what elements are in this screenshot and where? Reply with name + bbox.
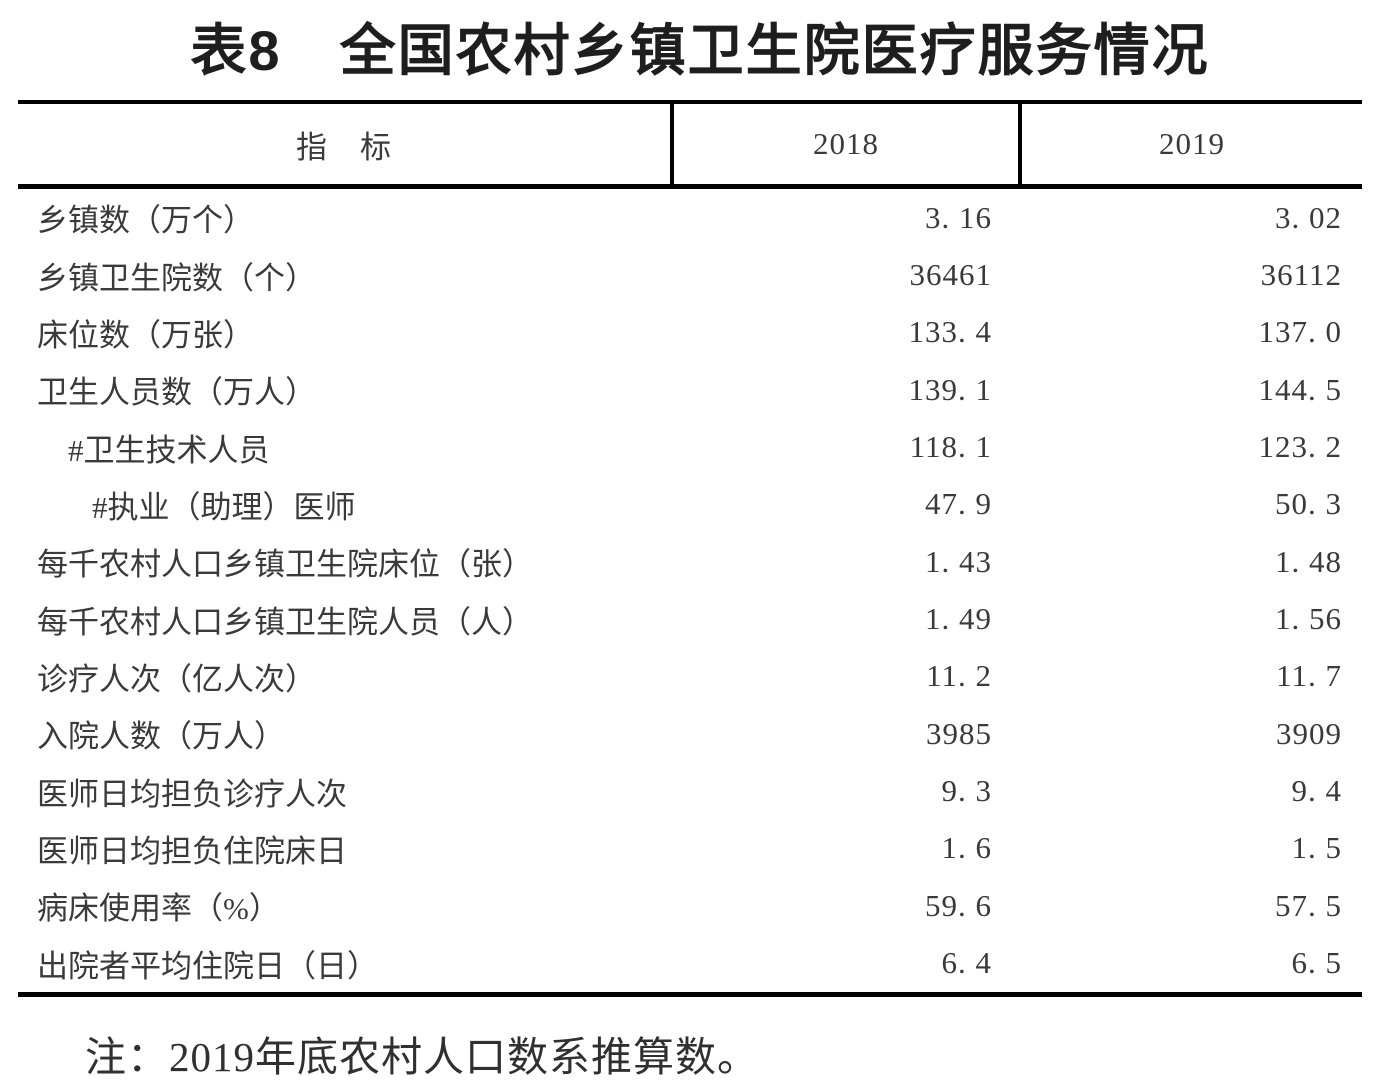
col-header-2019: 2019	[1018, 104, 1362, 184]
row-label: 乡镇卫生院数（个）	[37, 260, 316, 296]
table-row: 乡镇数（万个） 3. 16 3. 02	[18, 189, 1362, 246]
table-note: 注：2019年底农村人口数系推算数。	[85, 1033, 759, 1080]
value-2019: 3. 02	[1275, 199, 1342, 235]
row-label: 床位数（万张）	[37, 317, 254, 353]
row-label: 每千农村人口乡镇卫生院床位（张）	[37, 547, 533, 583]
table-row: 卫生人员数（万人） 139. 1 144. 5	[18, 361, 1362, 418]
table-row: 每千农村人口乡镇卫生院床位（张） 1. 43 1. 48	[18, 533, 1362, 590]
table-row: #卫生技术人员 118. 1 123. 2	[18, 418, 1362, 475]
value-2018: 6. 4	[941, 945, 992, 981]
table-row: 乡镇卫生院数（个） 36461 36112	[18, 246, 1362, 303]
row-label: 入院人数（万人）	[37, 719, 285, 755]
table-row: 每千农村人口乡镇卫生院人员（人） 1. 49 1. 56	[18, 590, 1362, 647]
value-2018: 1. 49	[925, 601, 992, 637]
value-2018: 11. 2	[926, 658, 992, 694]
value-2019: 11. 7	[1276, 658, 1342, 694]
row-label: 卫生人员数（万人）	[37, 375, 316, 411]
value-2018: 3985	[926, 715, 992, 751]
value-2019: 1. 48	[1275, 543, 1342, 579]
table-header-row: 指 标 2018 2019	[18, 100, 1362, 189]
col-header-2018: 2018	[670, 104, 1018, 184]
row-label: 出院者平均住院日（日）	[37, 948, 378, 984]
value-2019: 9. 4	[1291, 773, 1342, 809]
table-title: 表8 全国农村乡镇卫生院医疗服务情况	[190, 19, 1210, 82]
row-label: 诊疗人次（亿人次）	[37, 661, 316, 697]
value-2019: 137. 0	[1258, 314, 1342, 350]
table-row: 医师日均担负住院床日 1. 6 1. 5	[18, 820, 1362, 877]
table-row: 出院者平均住院日（日） 6. 4 6. 5	[18, 934, 1362, 991]
value-2019: 57. 5	[1275, 887, 1342, 923]
data-table: 指 标 2018 2019 乡镇数（万个） 3. 16 3. 02 乡镇卫生院数（个）…	[18, 100, 1362, 997]
value-2018: 59. 6	[925, 887, 992, 923]
value-2019: 1. 56	[1275, 601, 1342, 637]
value-2019: 50. 3	[1275, 486, 1342, 522]
table-row: 医师日均担负诊疗人次 9. 3 9. 4	[18, 762, 1362, 819]
row-label: 病床使用率（%）	[37, 891, 280, 927]
row-label: 乡镇数（万个）	[37, 203, 254, 239]
row-label: 医师日均担负诊疗人次	[37, 776, 347, 812]
table-row: #执业（助理）医师 47. 9 50. 3	[18, 476, 1362, 533]
value-2018: 36461	[909, 257, 992, 293]
row-label: #卫生技术人员	[68, 432, 270, 468]
value-2019: 36112	[1260, 257, 1342, 293]
value-2018: 47. 9	[925, 486, 992, 522]
value-2019: 6. 5	[1291, 945, 1342, 981]
row-label: 医师日均担负住院床日	[37, 833, 347, 869]
value-2018: 133. 4	[908, 314, 992, 350]
value-2019: 1. 5	[1291, 830, 1342, 866]
table-row: 病床使用率（%） 59. 6 57. 5	[18, 877, 1362, 934]
value-2018: 1. 43	[925, 543, 992, 579]
value-2019: 144. 5	[1258, 371, 1342, 407]
row-label: 每千农村人口乡镇卫生院人员（人）	[37, 604, 533, 640]
value-2019: 3909	[1276, 715, 1342, 751]
row-label: #执业（助理）医师	[92, 489, 356, 525]
value-2018: 1. 6	[941, 830, 992, 866]
table-row: 入院人数（万人） 3985 3909	[18, 705, 1362, 762]
table-row: 床位数（万张） 133. 4 137. 0	[18, 304, 1362, 361]
table-body: 乡镇数（万个） 3. 16 3. 02 乡镇卫生院数（个） 36461 36112 床位数（…	[18, 189, 1362, 997]
value-2018: 3. 16	[925, 199, 992, 235]
value-2018: 139. 1	[908, 371, 992, 407]
col-header-indicator: 指 标	[296, 129, 392, 165]
table-row: 诊疗人次（亿人次） 11. 2 11. 7	[18, 648, 1362, 705]
value-2018: 118. 1	[909, 429, 992, 465]
value-2018: 9. 3	[941, 773, 992, 809]
value-2019: 123. 2	[1258, 429, 1342, 465]
